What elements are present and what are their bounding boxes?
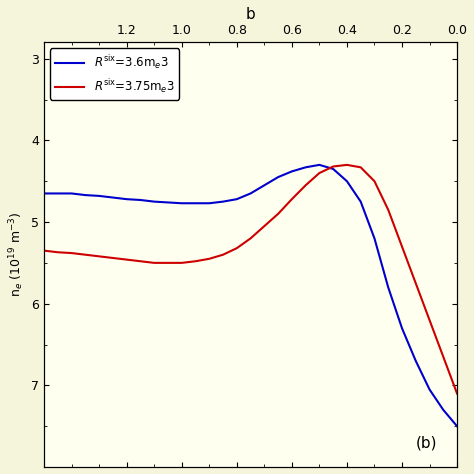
$\mathit{R}^{\mathrm{six}}$=3.75m$_e$3 (248, 236, 254, 241)
$\mathit{R}^{\mathrm{six}}$=3.6m$_e$3 (440, 407, 446, 413)
$\mathit{R}^{\mathrm{six}}$=3.6m$_e$3 (248, 191, 254, 196)
$\mathit{R}^{\mathrm{six}}$=3.75m$_e$3 (399, 244, 405, 249)
$\mathit{R}^{\mathrm{six}}$=3.75m$_e$3 (413, 281, 419, 286)
$\mathit{R}^{\mathrm{six}}$=3.75m$_e$3 (179, 260, 184, 266)
Y-axis label: n$_e$ (10$^{19}$ m$^{-3}$): n$_e$ (10$^{19}$ m$^{-3}$) (7, 212, 26, 298)
$\mathit{R}^{\mathrm{six}}$=3.75m$_e$3 (330, 164, 336, 169)
$\mathit{R}^{\mathrm{six}}$=3.6m$_e$3 (372, 236, 377, 241)
$\mathit{R}^{\mathrm{six}}$=3.6m$_e$3 (192, 201, 198, 206)
$\mathit{R}^{\mathrm{six}}$=3.6m$_e$3 (234, 196, 240, 202)
$\mathit{R}^{\mathrm{six}}$=3.75m$_e$3 (151, 260, 157, 266)
$\mathit{R}^{\mathrm{six}}$=3.6m$_e$3 (82, 192, 88, 198)
$\mathit{R}^{\mathrm{six}}$=3.6m$_e$3 (344, 178, 350, 184)
$\mathit{R}^{\mathrm{six}}$=3.75m$_e$3 (289, 196, 295, 202)
$\mathit{R}^{\mathrm{six}}$=3.6m$_e$3 (262, 182, 267, 188)
$\mathit{R}^{\mathrm{six}}$=3.75m$_e$3 (303, 182, 309, 188)
$\mathit{R}^{\mathrm{six}}$=3.6m$_e$3 (110, 195, 116, 201)
X-axis label: b: b (246, 7, 255, 22)
$\mathit{R}^{\mathrm{six}}$=3.75m$_e$3 (137, 258, 143, 264)
$\mathit{R}^{\mathrm{six}}$=3.6m$_e$3 (413, 358, 419, 364)
$\mathit{R}^{\mathrm{six}}$=3.75m$_e$3 (358, 164, 364, 170)
$\mathit{R}^{\mathrm{six}}$=3.6m$_e$3 (275, 174, 281, 180)
$\mathit{R}^{\mathrm{six}}$=3.6m$_e$3 (151, 199, 157, 204)
$\mathit{R}^{\mathrm{six}}$=3.6m$_e$3 (399, 325, 405, 331)
$\mathit{R}^{\mathrm{six}}$=3.75m$_e$3 (206, 256, 212, 262)
$\mathit{R}^{\mathrm{six}}$=3.6m$_e$3 (454, 423, 460, 429)
$\mathit{R}^{\mathrm{six}}$=3.75m$_e$3 (454, 391, 460, 396)
$\mathit{R}^{\mathrm{six}}$=3.75m$_e$3 (55, 249, 61, 255)
$\mathit{R}^{\mathrm{six}}$=3.75m$_e$3 (344, 162, 350, 168)
$\mathit{R}^{\mathrm{six}}$=3.75m$_e$3 (96, 254, 102, 259)
$\mathit{R}^{\mathrm{six}}$=3.75m$_e$3 (275, 211, 281, 217)
$\mathit{R}^{\mathrm{six}}$=3.75m$_e$3 (440, 354, 446, 360)
$\mathit{R}^{\mathrm{six}}$=3.75m$_e$3 (192, 258, 198, 264)
$\mathit{R}^{\mathrm{six}}$=3.6m$_e$3 (289, 169, 295, 174)
$\mathit{R}^{\mathrm{six}}$=3.6m$_e$3 (165, 200, 171, 205)
$\mathit{R}^{\mathrm{six}}$=3.75m$_e$3 (234, 246, 240, 251)
$\mathit{R}^{\mathrm{six}}$=3.75m$_e$3 (82, 252, 88, 257)
$\mathit{R}^{\mathrm{six}}$=3.75m$_e$3 (41, 248, 47, 254)
$\mathit{R}^{\mathrm{six}}$=3.6m$_e$3 (220, 199, 226, 204)
Legend: $\mathit{R}^{\mathrm{six}}$=3.6m$_e$3, $\mathit{R}^{\mathrm{six}}$=3.75m$_e$3: $\mathit{R}^{\mathrm{six}}$=3.6m$_e$3, $… (50, 48, 179, 100)
$\mathit{R}^{\mathrm{six}}$=3.6m$_e$3 (96, 193, 102, 199)
$\mathit{R}^{\mathrm{six}}$=3.6m$_e$3 (317, 162, 322, 168)
$\mathit{R}^{\mathrm{six}}$=3.75m$_e$3 (165, 260, 171, 266)
$\mathit{R}^{\mathrm{six}}$=3.6m$_e$3 (41, 191, 47, 196)
$\mathit{R}^{\mathrm{six}}$=3.75m$_e$3 (427, 317, 432, 323)
$\mathit{R}^{\mathrm{six}}$=3.6m$_e$3 (179, 201, 184, 206)
$\mathit{R}^{\mathrm{six}}$=3.6m$_e$3 (427, 387, 432, 392)
Text: (b): (b) (416, 435, 437, 450)
$\mathit{R}^{\mathrm{six}}$=3.6m$_e$3 (69, 191, 74, 196)
$\mathit{R}^{\mathrm{six}}$=3.6m$_e$3 (358, 199, 364, 204)
$\mathit{R}^{\mathrm{six}}$=3.6m$_e$3 (124, 196, 129, 202)
$\mathit{R}^{\mathrm{six}}$=3.75m$_e$3 (262, 223, 267, 229)
$\mathit{R}^{\mathrm{six}}$=3.75m$_e$3 (372, 178, 377, 184)
$\mathit{R}^{\mathrm{six}}$=3.6m$_e$3 (330, 166, 336, 172)
$\mathit{R}^{\mathrm{six}}$=3.75m$_e$3 (220, 252, 226, 257)
$\mathit{R}^{\mathrm{six}}$=3.6m$_e$3 (55, 191, 61, 196)
$\mathit{R}^{\mathrm{six}}$=3.6m$_e$3 (385, 284, 391, 290)
$\mathit{R}^{\mathrm{six}}$=3.6m$_e$3 (206, 201, 212, 206)
$\mathit{R}^{\mathrm{six}}$=3.75m$_e$3 (317, 170, 322, 176)
$\mathit{R}^{\mathrm{six}}$=3.75m$_e$3 (69, 250, 74, 256)
$\mathit{R}^{\mathrm{six}}$=3.6m$_e$3 (303, 164, 309, 170)
$\mathit{R}^{\mathrm{six}}$=3.6m$_e$3 (137, 197, 143, 203)
$\mathit{R}^{\mathrm{six}}$=3.75m$_e$3 (124, 257, 129, 263)
Line: $\mathit{R}^{\mathrm{six}}$=3.75m$_e$3: $\mathit{R}^{\mathrm{six}}$=3.75m$_e$3 (44, 165, 457, 393)
$\mathit{R}^{\mathrm{six}}$=3.75m$_e$3 (385, 207, 391, 213)
$\mathit{R}^{\mathrm{six}}$=3.75m$_e$3 (110, 255, 116, 261)
Line: $\mathit{R}^{\mathrm{six}}$=3.6m$_e$3: $\mathit{R}^{\mathrm{six}}$=3.6m$_e$3 (44, 165, 457, 426)
